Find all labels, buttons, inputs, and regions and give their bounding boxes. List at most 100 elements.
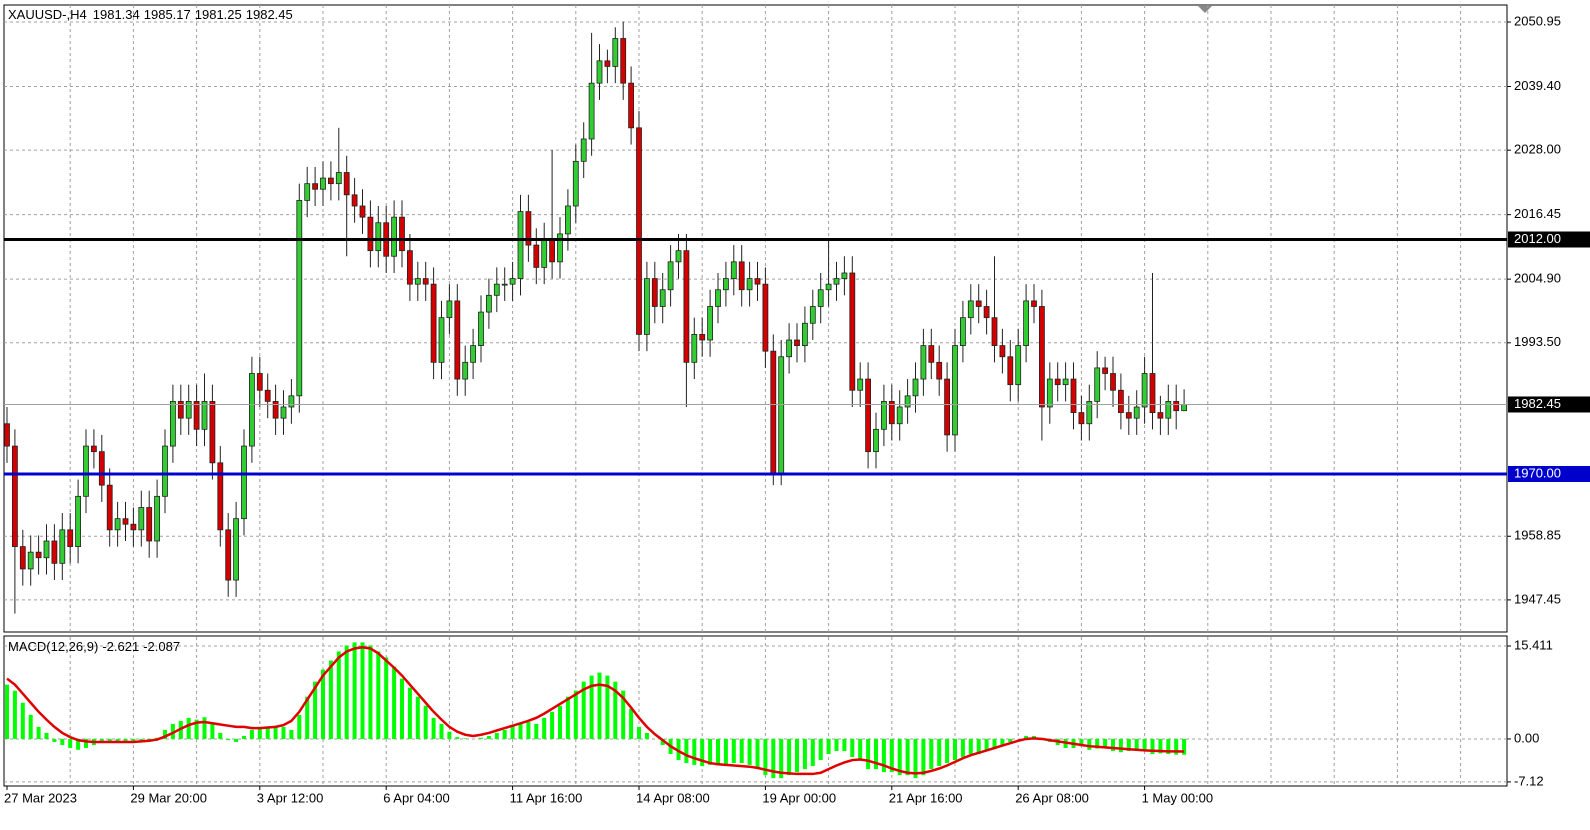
candle-body (802, 322, 808, 346)
macd-label: MACD(12,26,9) (8, 639, 98, 654)
candle-body (936, 361, 943, 380)
macd-title: MACD(12,26,9) -2.621 -2.087 (8, 639, 180, 654)
macd-bar (763, 738, 768, 776)
macd-bar (1087, 738, 1092, 750)
candle-body (446, 300, 453, 319)
macd-bar (1103, 738, 1108, 748)
candle-body (367, 216, 374, 252)
candle-body (264, 389, 271, 402)
macd-bar (344, 645, 349, 739)
candle-body (794, 339, 800, 346)
candle-body (596, 60, 603, 84)
macd-bar (613, 681, 618, 739)
candle-body (43, 540, 50, 559)
candle-body (817, 289, 824, 307)
macd-main: -2.621 (102, 639, 139, 654)
candle-body (1070, 378, 1077, 413)
macd-bar (1079, 738, 1084, 747)
macd-bar (392, 666, 397, 739)
candle-body (707, 306, 713, 341)
candle-body (272, 401, 279, 419)
candle-body (217, 462, 224, 531)
macd-bar (992, 738, 997, 748)
candle-body (888, 401, 895, 425)
macd-bar (565, 696, 570, 739)
candle-body (1086, 401, 1093, 425)
candle-body (114, 518, 121, 531)
x-tick-label: 3 Apr 12:00 (257, 790, 324, 805)
candle-body (169, 401, 176, 447)
macd-bar (249, 729, 254, 739)
candle-body (975, 300, 982, 307)
macd-bar (336, 651, 341, 739)
main-panel (3, 4, 1508, 633)
candle-body (983, 306, 990, 319)
candle-body (612, 38, 619, 67)
y-tick-label: 0.00 (1514, 730, 1539, 745)
candle-body (1023, 300, 1029, 346)
macd-bar (716, 738, 720, 765)
y-tick-label: 2004.90 (1514, 271, 1561, 286)
candle-body (565, 205, 571, 235)
macd-bar (44, 732, 49, 739)
y-tick-label: 1958.85 (1514, 528, 1561, 543)
macd-bar (415, 696, 420, 739)
candle-body (1031, 300, 1037, 307)
macd-bar (526, 722, 531, 739)
candle-body (636, 127, 642, 335)
x-tick-label: 27 Mar 2023 (4, 790, 77, 805)
candle-body (406, 250, 413, 285)
macd-bar (550, 711, 555, 739)
candle-body (580, 138, 587, 162)
candle-body (896, 406, 903, 425)
candle-body (849, 272, 856, 391)
candle-body (675, 250, 682, 263)
candle-body (438, 317, 445, 363)
macd-bar (1158, 738, 1163, 754)
macd-bar (810, 738, 815, 767)
macd-bar (479, 737, 483, 739)
macd-signal-line (6, 645, 1185, 776)
candle-body (525, 211, 532, 246)
candle-body (19, 546, 26, 570)
macd-bar (352, 642, 357, 739)
candle-body (1094, 367, 1101, 402)
y-tick-label: -7.12 (1514, 773, 1544, 788)
candle-body (509, 278, 516, 285)
candle-body (1173, 401, 1180, 412)
y-tick-label: 2039.40 (1514, 78, 1561, 93)
macd-bar (747, 738, 752, 765)
macd-bar (929, 738, 934, 770)
candle-body (1054, 378, 1061, 386)
candle-body (83, 445, 89, 497)
candle-body (762, 283, 769, 352)
macd-bar (976, 738, 981, 755)
level-label-box (1508, 231, 1590, 248)
macd-bar (52, 738, 57, 742)
candle-body (312, 183, 319, 190)
candle-body (1157, 412, 1164, 419)
macd-bar (502, 729, 507, 739)
candle-body (604, 60, 611, 67)
x-tick-label: 26 Apr 08:00 (1015, 790, 1089, 805)
macd-bar (755, 738, 760, 770)
macd-bar (897, 738, 902, 776)
x-tick-label: 6 Apr 04:00 (383, 790, 450, 805)
macd-bar (281, 726, 286, 739)
macd-bar (257, 726, 262, 739)
macd-bar (5, 684, 9, 739)
macd-bar (684, 738, 689, 764)
candle-body (177, 401, 184, 419)
macd-bar (12, 690, 17, 739)
candle-body (304, 183, 311, 201)
macd-bar (400, 678, 404, 739)
macd-bar (384, 657, 389, 739)
macd-bar (881, 738, 886, 773)
candle-body (1102, 367, 1108, 374)
macd-bar (629, 708, 634, 739)
macd-bar (431, 717, 436, 739)
macd-bar (771, 738, 776, 779)
macd-bar (889, 738, 894, 773)
macd-bar (850, 738, 855, 758)
